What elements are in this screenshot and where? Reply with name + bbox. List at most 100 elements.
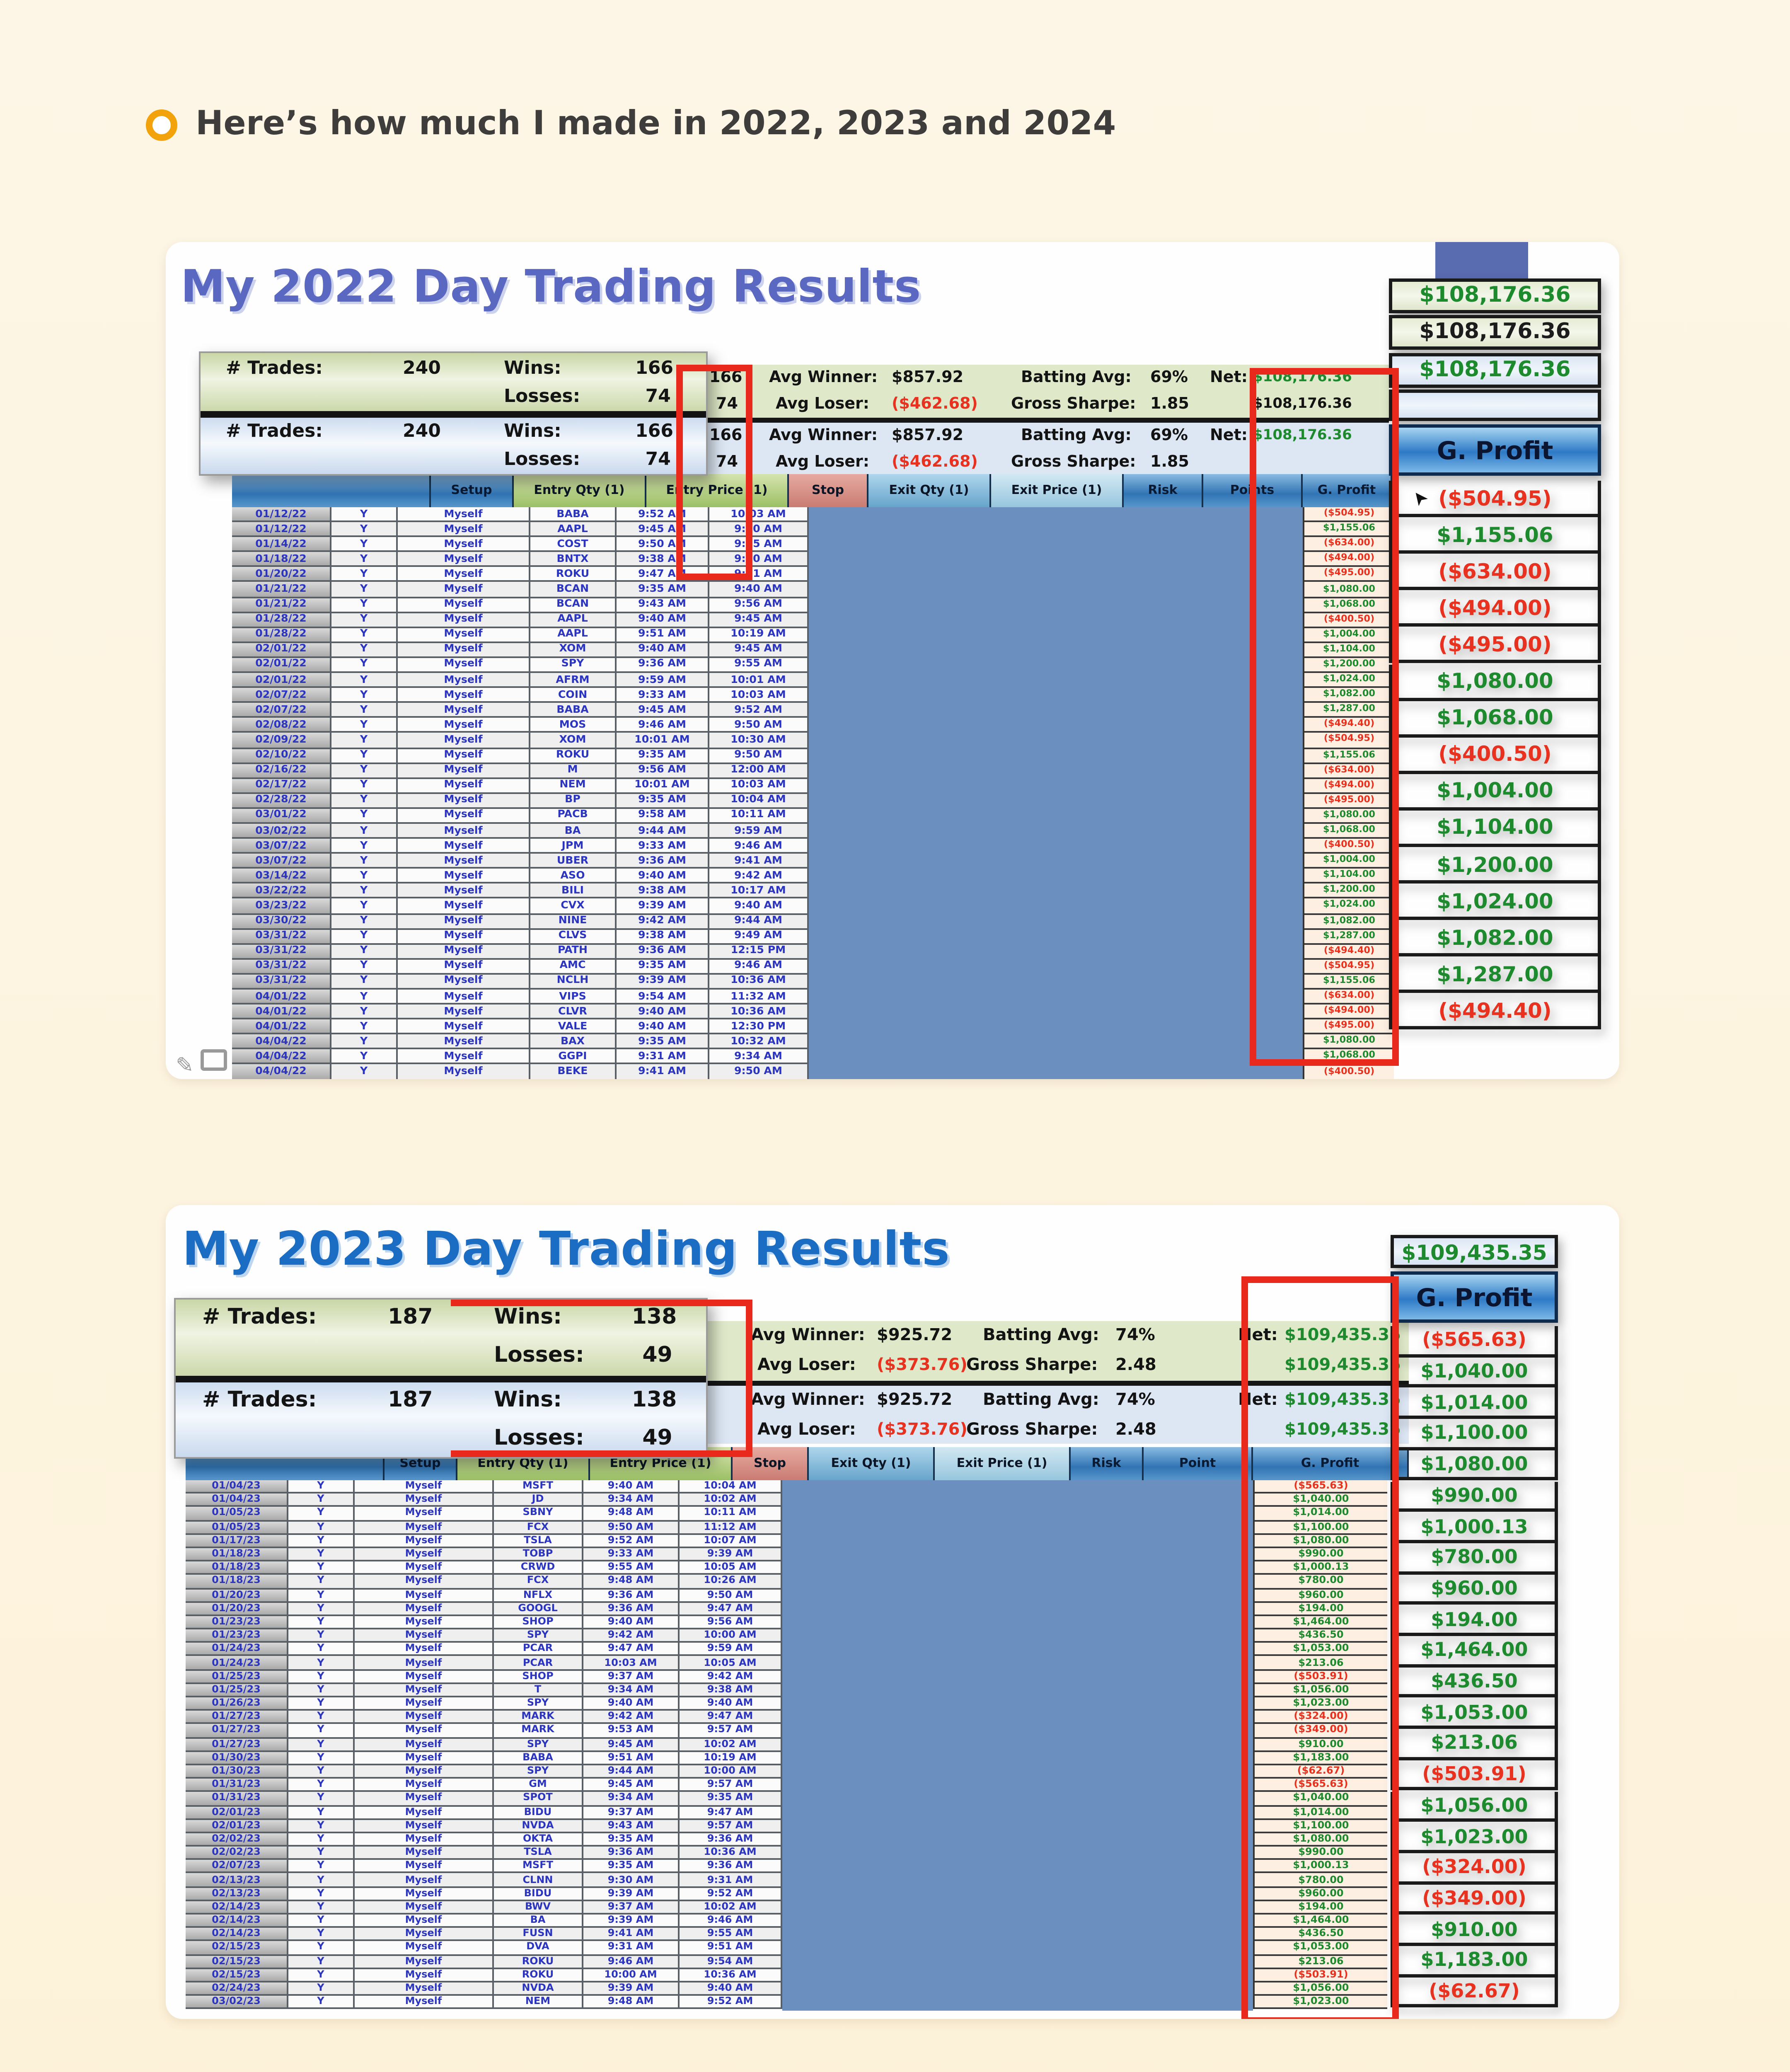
gprofit-value[interactable]: $1,464.00 — [1391, 1636, 1558, 1667]
table-row[interactable]: 02/14/23 Y Myself FUSN 9:41 AM 9:55 AM — [186, 1928, 782, 1942]
table-row[interactable]: 01/28/22 Y Myself AAPL 9:40 AM 9:45 AM — [232, 612, 809, 628]
table-cell[interactable]: Y — [331, 1065, 398, 1079]
gprofit-strip-value[interactable]: ($634.00) — [1304, 763, 1394, 779]
table-cell[interactable]: 9:38 AM — [617, 929, 709, 944]
table-cell[interactable]: 9:35 AM — [617, 582, 709, 598]
table-cell[interactable]: Y — [331, 839, 398, 854]
table-cell[interactable]: 9:36 AM — [583, 1589, 680, 1602]
table-cell[interactable]: SBNY — [494, 1507, 583, 1521]
table-cell[interactable]: 10:00 AM — [680, 1629, 782, 1643]
table-cell[interactable]: BA — [494, 1915, 583, 1928]
table-cell[interactable]: 9:50 AM — [709, 1065, 809, 1079]
table-cell[interactable]: 11:12 AM — [680, 1521, 782, 1535]
table-cell[interactable]: Y — [288, 1507, 355, 1521]
table-cell[interactable]: Y — [288, 1480, 355, 1494]
table-cell[interactable]: ROKU — [530, 748, 617, 764]
table-cell[interactable]: 9:35 AM — [617, 1035, 709, 1050]
table-cell[interactable]: Y — [331, 763, 398, 779]
table-cell[interactable]: Myself — [355, 1819, 494, 1833]
table-cell[interactable]: 9:40 AM — [617, 612, 709, 628]
table-cell[interactable]: 9:39 AM — [583, 1915, 680, 1928]
table-cell[interactable]: Myself — [398, 914, 530, 929]
gprofit-value[interactable]: $990.00 — [1391, 1481, 1558, 1512]
table-cell[interactable]: Y — [331, 673, 398, 688]
table-cell[interactable]: 9:43 AM — [617, 598, 709, 613]
table-cell[interactable]: 9:57 AM — [680, 1819, 782, 1833]
table-cell[interactable]: COIN — [530, 688, 617, 703]
gprofit-strip-value[interactable]: $213.06 — [1255, 1657, 1387, 1670]
table-cell[interactable]: Y — [331, 974, 398, 990]
date-cell[interactable]: 02/24/23 — [186, 1982, 288, 1996]
gprofit-strip-value[interactable]: ($400.50) — [1304, 839, 1394, 854]
gprofit-strip-value[interactable]: $910.00 — [1255, 1738, 1387, 1752]
gprofit-value[interactable]: ($495.00) — [1389, 627, 1601, 664]
table-cell[interactable]: 9:34 AM — [709, 1050, 809, 1065]
table-row[interactable]: 01/28/22 Y Myself AAPL 9:51 AM 10:19 AM — [232, 628, 809, 643]
table-cell[interactable]: 10:19 AM — [680, 1752, 782, 1765]
table-cell[interactable]: MARK — [494, 1724, 583, 1738]
table-cell[interactable]: Y — [331, 794, 398, 809]
date-cell[interactable]: 01/28/22 — [232, 628, 331, 643]
gprofit-strip-value[interactable]: ($565.63) — [1255, 1779, 1387, 1793]
table-cell[interactable]: 10:36 AM — [680, 1847, 782, 1860]
table-row[interactable]: 01/27/23 Y Myself SPY 9:45 AM 10:02 AM — [186, 1738, 782, 1752]
table-cell[interactable]: Y — [288, 1711, 355, 1725]
table-cell[interactable]: Y — [331, 658, 398, 673]
date-cell[interactable]: 01/24/23 — [186, 1656, 288, 1670]
gprofit-strip-value[interactable]: $1,014.00 — [1255, 1806, 1387, 1820]
gprofit-strip-value[interactable]: $1,155.06 — [1304, 975, 1394, 990]
table-cell[interactable]: 9:40 AM — [709, 552, 809, 568]
gprofit-strip-value[interactable]: ($494.00) — [1304, 779, 1394, 794]
date-cell[interactable]: 02/13/23 — [186, 1874, 288, 1888]
gprofit-strip-value[interactable]: $1,024.00 — [1304, 899, 1394, 915]
table-cell[interactable]: 9:45 AM — [617, 703, 709, 719]
table-cell[interactable]: Myself — [355, 1616, 494, 1630]
table-cell[interactable]: Y — [288, 1819, 355, 1833]
table-cell[interactable]: BP — [530, 794, 617, 809]
date-cell[interactable]: 02/16/22 — [232, 763, 331, 779]
table-cell[interactable]: 9:40 AM — [617, 1019, 709, 1035]
table-cell[interactable]: SPY — [494, 1629, 583, 1643]
table-cell[interactable]: NINE — [530, 914, 617, 929]
table-row[interactable]: 04/04/22 Y Myself GGPI 9:31 AM 9:34 AM — [232, 1050, 809, 1065]
table-cell[interactable]: Y — [288, 1684, 355, 1697]
table-cell[interactable]: Y — [331, 643, 398, 658]
gprofit-value[interactable]: ($400.50) — [1389, 737, 1601, 774]
gprofit-strip-value[interactable]: $1,000.13 — [1255, 1562, 1387, 1576]
gprofit-strip-value[interactable]: $1,023.00 — [1255, 1996, 1387, 2010]
table-cell[interactable]: Myself — [398, 869, 530, 884]
image-icon[interactable] — [201, 1049, 228, 1071]
table-cell[interactable]: NCLH — [530, 974, 617, 990]
gprofit-value[interactable]: $1,200.00 — [1389, 847, 1601, 884]
table-row[interactable]: 01/05/23 Y Myself FCX 9:50 AM 11:12 AM — [186, 1521, 782, 1535]
table-cell[interactable]: 9:37 AM — [583, 1670, 680, 1684]
gprofit-value[interactable]: $436.50 — [1391, 1667, 1558, 1698]
table-cell[interactable]: 9:35 AM — [583, 1833, 680, 1847]
date-cell[interactable]: 03/01/22 — [232, 808, 331, 824]
gprofit-strip-value[interactable]: $1,080.00 — [1255, 1833, 1387, 1847]
table-cell[interactable]: Y — [288, 1928, 355, 1942]
table-cell[interactable]: 9:57 AM — [680, 1779, 782, 1793]
gprofit-value[interactable]: $910.00 — [1391, 1915, 1558, 1946]
gprofit-strip-value[interactable]: $780.00 — [1255, 1575, 1387, 1589]
table-cell[interactable]: Y — [331, 598, 398, 613]
table-cell[interactable]: BAX — [530, 1035, 617, 1050]
table-cell[interactable]: Y — [331, 522, 398, 537]
gprofit-value[interactable]: $1,183.00 — [1391, 1946, 1558, 1977]
table-cell[interactable]: FCX — [494, 1521, 583, 1535]
table-row[interactable]: 01/20/23 Y Myself NFLX 9:36 AM 9:50 AM — [186, 1589, 782, 1602]
gprofit-strip-value[interactable]: $1,040.00 — [1255, 1792, 1387, 1806]
date-cell[interactable]: 03/31/22 — [232, 929, 331, 944]
gprofit-strip-value[interactable]: $436.50 — [1255, 1629, 1387, 1643]
date-cell[interactable]: 01/14/22 — [232, 537, 331, 553]
table-cell[interactable]: SPY — [494, 1738, 583, 1752]
table-cell[interactable]: 9:56 AM — [680, 1616, 782, 1630]
table-cell[interactable]: 9:47 AM — [680, 1806, 782, 1820]
gprofit-strip-value[interactable]: $1,056.00 — [1255, 1982, 1387, 1996]
date-cell[interactable]: 01/18/22 — [232, 552, 331, 568]
table-cell[interactable]: Myself — [355, 1697, 494, 1711]
gprofit-strip-value[interactable]: $1,004.00 — [1304, 854, 1394, 869]
date-cell[interactable]: 03/23/22 — [232, 899, 331, 915]
table-cell[interactable]: 9:42 AM — [583, 1629, 680, 1643]
table-row[interactable]: 01/21/22 Y Myself BCAN 9:43 AM 9:56 AM — [232, 598, 809, 613]
